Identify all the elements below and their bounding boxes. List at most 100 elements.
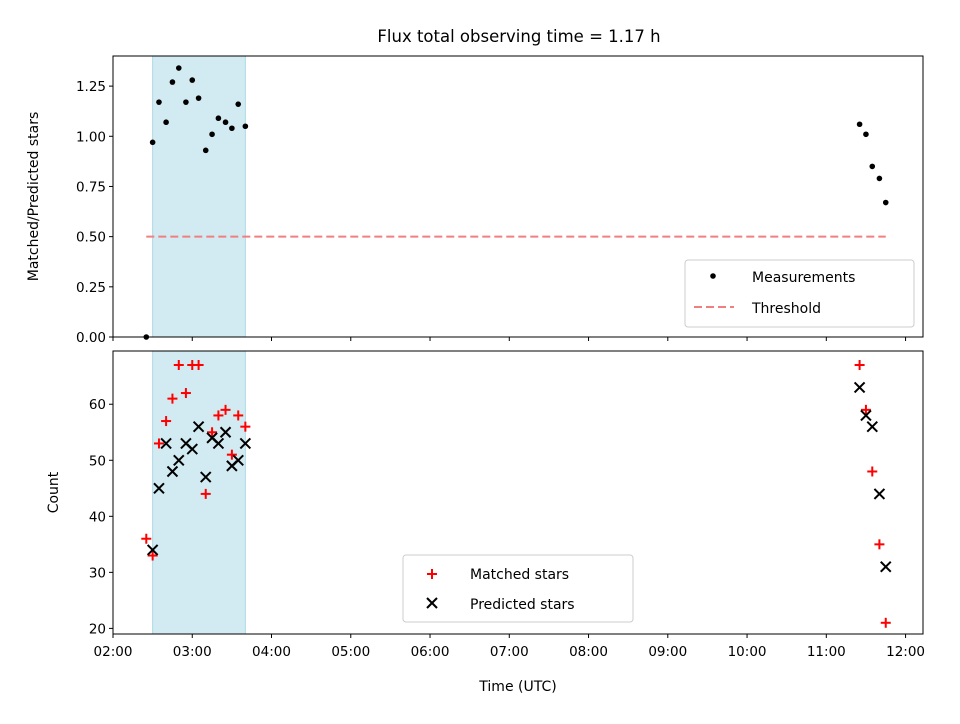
predicted-star-marker <box>160 437 172 450</box>
measurement-point <box>202 147 209 154</box>
y-tick-label: 0.75 <box>76 179 106 195</box>
y-tick-label: 60 <box>89 397 106 413</box>
measurement-point <box>876 175 883 182</box>
predicted-star-marker <box>212 437 225 450</box>
marker-stroke <box>166 465 179 478</box>
marker-stroke <box>873 488 886 500</box>
marker-stroke <box>239 437 252 450</box>
x-tick-label: 10:00 <box>728 644 767 660</box>
legend-label-matched: Matched stars <box>470 567 569 583</box>
x-tick-label: 06:00 <box>411 644 450 660</box>
predicted-star-marker <box>219 426 232 438</box>
marker-stroke <box>200 471 212 483</box>
x-tick-label: 12:00 <box>886 644 925 660</box>
y-tick-label: 40 <box>89 509 106 525</box>
y-axis-label: Matched/Predicted stars <box>26 112 42 282</box>
chart-title: Flux total observing time = 1.17 h <box>377 27 660 46</box>
legend-x-marker <box>426 597 438 609</box>
x-tick-label: 08:00 <box>569 644 608 660</box>
marker-stroke <box>212 437 225 450</box>
measurement-point <box>222 119 229 126</box>
matched-star-marker <box>200 488 211 499</box>
predicted-star-marker <box>853 381 866 394</box>
y-axis-label: Count <box>46 471 62 513</box>
matched-star-marker <box>874 539 885 550</box>
matched-star-marker <box>147 550 158 561</box>
y-tick-label: 1.00 <box>76 129 106 145</box>
legend: Measurements Threshold <box>684 259 915 328</box>
measurement-point <box>209 131 215 138</box>
marker-stroke <box>153 482 165 495</box>
marker-stroke <box>880 561 892 573</box>
marker-stroke <box>219 426 232 438</box>
measurement-point <box>175 65 182 71</box>
predicted-star-marker <box>153 482 165 495</box>
x-tick-label: 07:00 <box>490 644 529 660</box>
legend-box <box>402 554 634 623</box>
legend-label-threshold: Threshold <box>751 301 821 317</box>
y-tick-label: 0.00 <box>76 330 106 346</box>
axes-frame <box>112 55 924 338</box>
matched-star-marker <box>220 404 231 415</box>
matched-star-marker <box>173 360 184 371</box>
marker-stroke <box>160 437 172 450</box>
x-axis-label: Time (UTC) <box>478 679 556 695</box>
measurement-point <box>882 199 889 206</box>
matched-star-marker <box>161 416 172 427</box>
x-tick-label: 04:00 <box>252 644 291 660</box>
top-panel: 0.00 0.25 0.50 0.75 1.00 1.25 Matched/Predicte… <box>26 55 924 346</box>
legend-label-measurements: Measurements <box>752 270 855 286</box>
predicted-star-marker <box>173 454 185 466</box>
measurement-point <box>156 99 162 105</box>
predicted-star-marker <box>186 443 198 455</box>
marker-stroke <box>186 443 198 455</box>
measurement-point <box>229 125 235 132</box>
y-tick-label: 0.50 <box>76 230 106 246</box>
predicted-star-marker <box>866 420 878 433</box>
predicted-star-marker <box>239 437 252 450</box>
measurement-point <box>869 163 876 170</box>
matched-star-marker <box>153 438 164 449</box>
measurement-point <box>235 101 242 107</box>
legend-box <box>684 259 915 328</box>
x-tick-label: 09:00 <box>648 644 687 660</box>
y-tick-label: 50 <box>89 453 106 469</box>
matched-star-marker <box>193 360 204 371</box>
predicted-star-marker <box>146 544 159 556</box>
predicted-star-marker <box>192 420 205 433</box>
x-tick-label: 02:00 <box>94 644 133 660</box>
marker-stroke <box>853 381 866 394</box>
measurement-point <box>856 121 863 128</box>
matched-star-marker <box>167 393 178 404</box>
matched-star-marker <box>240 421 251 432</box>
predicted-star-marker <box>166 465 179 478</box>
marker-stroke <box>232 454 244 466</box>
matched-star-marker <box>207 427 218 438</box>
marker-stroke <box>860 409 872 422</box>
marker-stroke <box>866 420 878 433</box>
matched-star-marker <box>867 466 878 477</box>
x-tick-label: 11:00 <box>807 644 846 660</box>
matched-star-marker <box>226 449 237 460</box>
measurement-point <box>163 119 169 126</box>
x-tick-label: 03:00 <box>173 644 212 660</box>
marker-stroke <box>206 432 218 444</box>
measurement-point <box>183 99 189 105</box>
bottom-panel: 20 30 40 50 60 02:00 03:00 04:00 05:00 06:00 07:00… <box>46 350 925 695</box>
marker-stroke <box>146 544 159 556</box>
axes-frame <box>112 350 924 635</box>
shaded-region <box>152 55 246 338</box>
measurement-point <box>863 131 869 138</box>
x-tick-label: 05:00 <box>331 644 370 660</box>
shaded-region <box>152 350 246 635</box>
measurement-point <box>195 95 202 101</box>
measurement-point <box>189 77 196 83</box>
matched-star-marker <box>180 388 191 399</box>
measurement-point <box>149 139 156 146</box>
marker-stroke <box>192 420 205 433</box>
y-tick-label: 30 <box>89 565 106 581</box>
y-tick-label: 1.25 <box>76 79 106 95</box>
measurement-point <box>242 123 249 130</box>
measurement-point <box>215 115 222 122</box>
